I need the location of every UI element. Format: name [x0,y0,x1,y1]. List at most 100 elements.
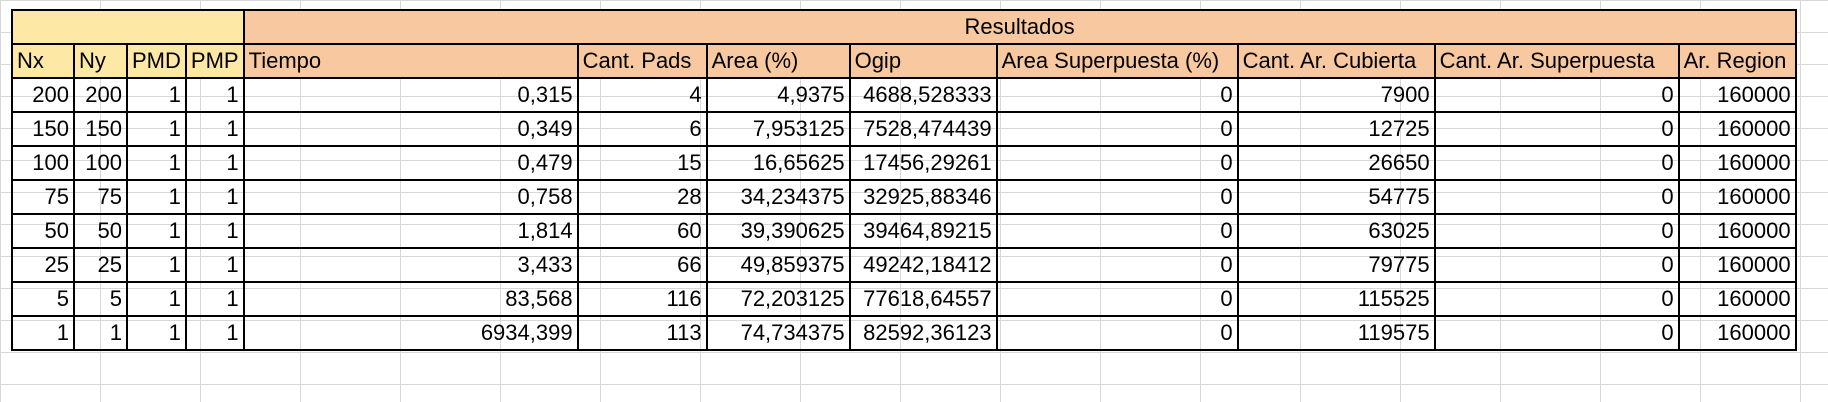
header-cell-cant-ar-cubierta[interactable]: Cant. Ar. Cubierta [1236,43,1436,79]
header-cell-ogip[interactable]: Ogip [848,43,998,79]
table-cell[interactable]: 0 [1433,111,1680,147]
table-cell[interactable]: 66 [576,247,708,283]
table-cell[interactable]: 1 [126,315,187,351]
table-cell[interactable]: 0 [995,179,1239,215]
table-cell[interactable]: 63025 [1236,213,1436,249]
table-cell[interactable]: 0 [995,111,1239,147]
table-cell[interactable]: 50 [11,213,75,249]
table-cell[interactable]: 60 [576,213,708,249]
table-cell[interactable]: 7900 [1236,77,1436,113]
table-cell[interactable]: 16,65625 [705,145,851,181]
table-cell[interactable]: 1 [184,145,245,181]
table-cell[interactable]: 160000 [1677,247,1797,283]
table-cell[interactable]: 0 [995,145,1239,181]
table-cell[interactable]: 0 [1433,179,1680,215]
table-cell[interactable]: 15 [576,145,708,181]
table-cell[interactable]: 160000 [1677,281,1797,317]
table-cell[interactable]: 17456,29261 [848,145,998,181]
input-group-header-cell[interactable] [11,9,245,45]
table-cell[interactable]: 1 [184,179,245,215]
table-cell[interactable]: 49242,18412 [848,247,998,283]
header-cell-nx[interactable]: Nx [11,43,75,79]
table-cell[interactable]: 160000 [1677,179,1797,215]
table-cell[interactable]: 74,734375 [705,315,851,351]
table-cell[interactable]: 0,758 [242,179,579,215]
table-cell[interactable]: 1 [126,247,187,283]
table-cell[interactable]: 1 [126,111,187,147]
table-cell[interactable]: 0 [1433,247,1680,283]
table-cell[interactable]: 50 [73,213,128,249]
table-cell[interactable]: 75 [73,179,128,215]
table-cell[interactable]: 1,814 [242,213,579,249]
header-cell-cant-ar-superpuesta[interactable]: Cant. Ar. Superpuesta [1433,43,1680,79]
table-cell[interactable]: 0 [995,213,1239,249]
table-cell[interactable]: 0,315 [242,77,579,113]
header-cell-tiempo[interactable]: Tiempo [242,43,579,79]
table-cell[interactable]: 0 [995,247,1239,283]
table-cell[interactable]: 25 [73,247,128,283]
table-cell[interactable]: 119575 [1236,315,1436,351]
table-cell[interactable]: 0 [995,281,1239,317]
table-cell[interactable]: 113 [576,315,708,351]
table-cell[interactable]: 1 [126,179,187,215]
table-cell[interactable]: 150 [11,111,75,147]
header-cell-pmd[interactable]: PMD [126,43,187,79]
table-cell[interactable]: 1 [126,145,187,181]
header-cell-ar-region[interactable]: Ar. Region [1677,43,1797,79]
table-cell[interactable]: 12725 [1236,111,1436,147]
header-cell-cant-pads[interactable]: Cant. Pads [576,43,708,79]
table-cell[interactable]: 72,203125 [705,281,851,317]
table-cell[interactable]: 79775 [1236,247,1436,283]
table-cell[interactable]: 26650 [1236,145,1436,181]
table-cell[interactable]: 77618,64557 [848,281,998,317]
table-cell[interactable]: 0 [1433,281,1680,317]
table-cell[interactable]: 1 [126,213,187,249]
header-cell-area-superpuesta[interactable]: Area Superpuesta (%) [995,43,1239,79]
table-cell[interactable]: 200 [11,77,75,113]
table-cell[interactable]: 39,390625 [705,213,851,249]
table-cell[interactable]: 6 [576,111,708,147]
table-cell[interactable]: 1 [184,247,245,283]
table-cell[interactable]: 7528,474439 [848,111,998,147]
table-cell[interactable]: 0 [995,77,1239,113]
table-cell[interactable]: 0 [1433,213,1680,249]
table-cell[interactable]: 100 [73,145,128,181]
table-cell[interactable]: 160000 [1677,77,1797,113]
header-cell-pmp[interactable]: PMP [184,43,245,79]
table-cell[interactable]: 160000 [1677,315,1797,351]
table-cell[interactable]: 25 [11,247,75,283]
table-cell[interactable]: 0,349 [242,111,579,147]
results-group-header-cell[interactable]: Resultados [242,9,1797,45]
table-cell[interactable]: 0 [995,315,1239,351]
table-cell[interactable]: 39464,89215 [848,213,998,249]
table-cell[interactable]: 160000 [1677,145,1797,181]
table-cell[interactable]: 1 [184,77,245,113]
table-cell[interactable]: 54775 [1236,179,1436,215]
table-cell[interactable]: 0 [1433,145,1680,181]
table-cell[interactable]: 75 [11,179,75,215]
table-cell[interactable]: 1 [126,77,187,113]
table-cell[interactable]: 115525 [1236,281,1436,317]
table-cell[interactable]: 49,859375 [705,247,851,283]
table-cell[interactable]: 83,568 [242,281,579,317]
table-cell[interactable]: 5 [11,281,75,317]
table-cell[interactable]: 4,9375 [705,77,851,113]
table-cell[interactable]: 4 [576,77,708,113]
table-cell[interactable]: 82592,36123 [848,315,998,351]
table-cell[interactable]: 5 [73,281,128,317]
table-cell[interactable]: 3,433 [242,247,579,283]
table-cell[interactable]: 4688,528333 [848,77,998,113]
table-cell[interactable]: 7,953125 [705,111,851,147]
table-cell[interactable]: 1 [184,315,245,351]
table-cell[interactable]: 1 [11,315,75,351]
table-cell[interactable]: 1 [73,315,128,351]
header-cell-ny[interactable]: Ny [73,43,128,79]
table-cell[interactable]: 1 [126,281,187,317]
table-cell[interactable]: 6934,399 [242,315,579,351]
table-cell[interactable]: 100 [11,145,75,181]
table-cell[interactable]: 1 [184,281,245,317]
header-cell-area[interactable]: Area (%) [705,43,851,79]
table-cell[interactable]: 150 [73,111,128,147]
table-cell[interactable]: 1 [184,213,245,249]
table-cell[interactable]: 1 [184,111,245,147]
